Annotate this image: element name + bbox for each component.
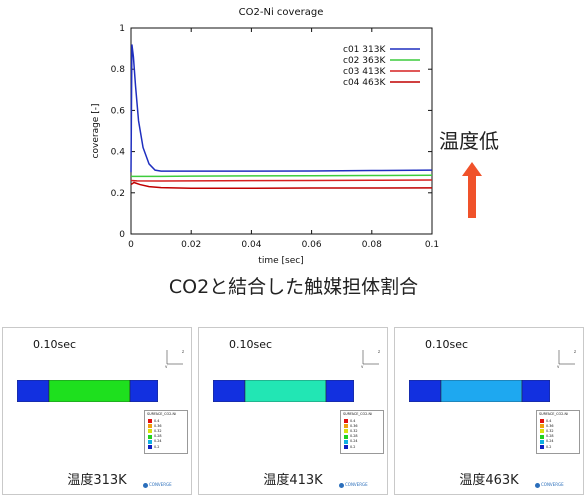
contour-legend-value: 0.28 xyxy=(154,434,162,439)
y-tick-label: 0 xyxy=(119,230,125,240)
converge-logo: CONVERGE xyxy=(339,482,368,488)
y-axis-label: coverage [-] xyxy=(91,104,101,159)
contour-legend-value: 0.36 xyxy=(350,423,358,428)
series-line-2 xyxy=(131,174,433,178)
panel-temperature: 温度313K xyxy=(67,473,127,488)
svg-text:y: y xyxy=(557,364,560,368)
contour-legend-value: 0.2 xyxy=(350,444,356,449)
axis-triad-icon: zy xyxy=(557,349,576,368)
contour-legend-swatch xyxy=(148,445,152,449)
y-tick-label: 0.6 xyxy=(111,106,126,116)
contour-legend-swatch xyxy=(540,419,544,423)
axis-triad-icon: zy xyxy=(361,349,380,368)
contour-legend-swatch xyxy=(344,424,348,429)
legend-label-3: c03 413K xyxy=(343,67,386,77)
contour-legend-swatch xyxy=(344,429,348,434)
contour-legend: SURFACE_CO2-Ni 0.4 0.36 0.32 0.28 0.24 0.2 xyxy=(536,410,580,454)
y-tick-label: 1 xyxy=(119,24,125,34)
contour-legend-value: 0.24 xyxy=(546,439,554,444)
contour-legend-swatch xyxy=(344,419,348,423)
contour-legend-value: 0.2 xyxy=(154,444,160,449)
x-tick-label: 0.08 xyxy=(362,240,382,250)
catalyst-bar xyxy=(213,380,354,402)
contour-legend: SURFACE_CO2-Ni 0.4 0.36 0.32 0.28 0.24 0.2 xyxy=(340,410,384,454)
contour-legend-value: 0.24 xyxy=(350,439,358,444)
contour-legend-swatch xyxy=(148,439,152,444)
svg-text:z: z xyxy=(574,349,576,354)
contour-legend-swatch xyxy=(540,429,544,434)
contour-legend-title: SURFACE_CO2-Ni xyxy=(343,412,372,416)
svg-text:z: z xyxy=(182,349,184,354)
contour-legend-swatch xyxy=(540,434,544,439)
catalyst-bar xyxy=(409,380,550,402)
contour-legend-swatch xyxy=(344,434,348,439)
x-tick-label: 0.02 xyxy=(181,240,201,250)
series-line-1 xyxy=(130,44,433,173)
catalyst-bar xyxy=(17,380,158,402)
legend-label-2: c02 363K xyxy=(343,56,386,66)
contour-legend-swatch xyxy=(540,445,544,449)
contour-legend-title: SURFACE_CO2-Ni xyxy=(147,412,176,416)
panel-time: 0.10sec xyxy=(425,338,469,351)
chart-caption: CO2と結合した触媒担体割合 xyxy=(168,276,419,298)
contour-legend-value: 0.2 xyxy=(546,444,552,449)
series-line-4 xyxy=(130,181,433,190)
y-tick-label: 0.4 xyxy=(111,148,126,158)
x-tick-label: 0.1 xyxy=(425,240,439,250)
catalyst-bar-middle xyxy=(244,380,327,402)
panel-time: 0.10sec xyxy=(229,338,273,351)
contour-legend-value: 0.4 xyxy=(350,418,356,423)
y-tick-label: 0.8 xyxy=(111,65,126,75)
contour-legend-value: 0.32 xyxy=(350,428,358,433)
contour-legend-value: 0.36 xyxy=(154,423,162,428)
low-temperature-label: 温度低 xyxy=(439,129,499,153)
contour-legend-swatch xyxy=(540,424,544,429)
contour-legend-value: 0.4 xyxy=(154,418,160,423)
svg-text:y: y xyxy=(165,364,168,368)
contour-legend-swatch xyxy=(344,445,348,449)
contour-legend-swatch xyxy=(148,424,152,429)
x-tick-label: 0 xyxy=(128,240,134,250)
x-tick-label: 0.04 xyxy=(241,240,261,250)
catalyst-bar-middle xyxy=(440,380,523,402)
contour-legend-swatch xyxy=(344,439,348,444)
panel-time: 0.10sec xyxy=(33,338,77,351)
svg-text:y: y xyxy=(361,364,364,368)
contour-legend-value: 0.28 xyxy=(350,434,358,439)
contour-legend-title: SURFACE_CO2-Ni xyxy=(539,412,568,416)
converge-logo: CONVERGE xyxy=(143,482,172,488)
plot-frame xyxy=(130,27,433,235)
svg-text:z: z xyxy=(378,349,380,354)
contour-legend-value: 0.24 xyxy=(154,439,162,444)
contour-legend-value: 0.4 xyxy=(546,418,552,423)
contour-legend-value: 0.32 xyxy=(154,428,162,433)
contour-legend-swatch xyxy=(148,434,152,439)
contour-legend-value: 0.36 xyxy=(546,423,554,428)
contour-legend: SURFACE_CO2-Ni 0.4 0.36 0.32 0.28 0.24 0.2 xyxy=(144,410,188,454)
panel-temperature: 温度413K xyxy=(263,473,323,488)
chart-title: CO2-Ni coverage xyxy=(239,7,324,18)
converge-logo: CONVERGE xyxy=(535,482,564,488)
catalyst-bar-middle xyxy=(48,380,131,402)
up-arrow-icon xyxy=(462,162,482,218)
x-axis-label: time [sec] xyxy=(258,256,303,266)
contour-legend-swatch xyxy=(148,419,152,423)
series-line-3 xyxy=(130,179,433,182)
y-tick-label: 0.2 xyxy=(111,189,125,199)
panel-temperature: 温度463K xyxy=(459,473,519,488)
contour-legend-value: 0.32 xyxy=(546,428,554,433)
axis-triad-icon: zy xyxy=(165,349,184,368)
coverage-chart: CO2-Ni coverage 0 0.02 0.04 0.06 0.08 0.1 0 0.2… xyxy=(91,7,439,266)
contour-legend-value: 0.28 xyxy=(546,434,554,439)
legend-label-1: c01 313K xyxy=(343,45,386,55)
legend-label-4: c04 463K xyxy=(343,78,386,88)
x-tick-label: 0.06 xyxy=(302,240,322,250)
contour-legend-swatch xyxy=(540,439,544,444)
contour-legend-swatch xyxy=(148,429,152,434)
